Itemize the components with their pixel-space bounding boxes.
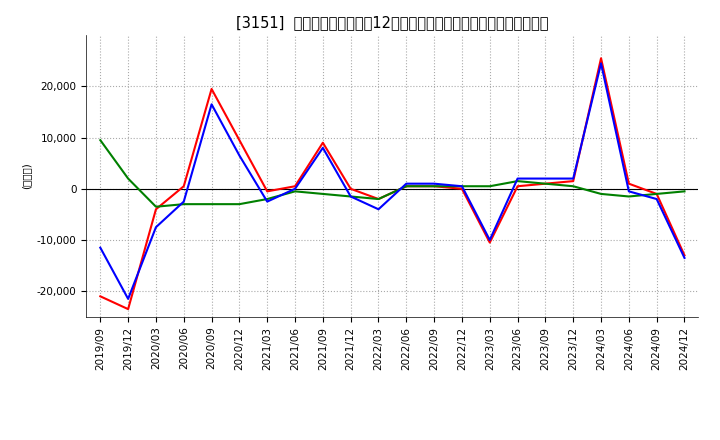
Legend: 営業CF, 投資CF, フリーCF: 営業CF, 投資CF, フリーCF bbox=[251, 434, 534, 440]
営業CF bbox=[263, 189, 271, 194]
投資CF bbox=[124, 176, 132, 181]
投資CF bbox=[291, 189, 300, 194]
フリーCF bbox=[318, 145, 327, 150]
営業CF bbox=[624, 181, 633, 186]
フリーCF bbox=[96, 245, 104, 250]
営業CF bbox=[235, 138, 243, 143]
フリーCF bbox=[624, 189, 633, 194]
Line: 営業CF: 営業CF bbox=[100, 58, 685, 309]
投資CF bbox=[235, 202, 243, 207]
フリーCF bbox=[513, 176, 522, 181]
投資CF bbox=[624, 194, 633, 199]
投資CF bbox=[207, 202, 216, 207]
営業CF bbox=[318, 140, 327, 145]
営業CF bbox=[569, 179, 577, 184]
営業CF bbox=[291, 183, 300, 189]
Title: [3151]  キャッシュフローの12か月移動合計の対前年同期増減額の推移: [3151] キャッシュフローの12か月移動合計の対前年同期増減額の推移 bbox=[236, 15, 549, 30]
営業CF bbox=[597, 55, 606, 61]
フリーCF bbox=[235, 153, 243, 158]
営業CF bbox=[652, 191, 661, 197]
投資CF bbox=[96, 138, 104, 143]
営業CF bbox=[513, 183, 522, 189]
フリーCF bbox=[263, 199, 271, 204]
フリーCF bbox=[207, 102, 216, 107]
投資CF bbox=[485, 183, 494, 189]
営業CF bbox=[458, 186, 467, 191]
フリーCF bbox=[374, 207, 383, 212]
投資CF bbox=[374, 196, 383, 202]
フリーCF bbox=[652, 196, 661, 202]
営業CF bbox=[179, 183, 188, 189]
フリーCF bbox=[485, 237, 494, 242]
営業CF bbox=[430, 183, 438, 189]
投資CF bbox=[458, 183, 467, 189]
投資CF bbox=[263, 196, 271, 202]
Line: 投資CF: 投資CF bbox=[100, 140, 685, 207]
フリーCF bbox=[291, 186, 300, 191]
フリーCF bbox=[458, 183, 467, 189]
フリーCF bbox=[402, 181, 410, 186]
営業CF bbox=[485, 240, 494, 245]
投資CF bbox=[318, 191, 327, 197]
投資CF bbox=[597, 191, 606, 197]
フリーCF bbox=[124, 296, 132, 301]
投資CF bbox=[346, 194, 355, 199]
営業CF bbox=[402, 183, 410, 189]
営業CF bbox=[207, 86, 216, 92]
投資CF bbox=[152, 204, 161, 209]
営業CF bbox=[680, 253, 689, 258]
フリーCF bbox=[179, 199, 188, 204]
フリーCF bbox=[680, 255, 689, 260]
営業CF bbox=[152, 207, 161, 212]
フリーCF bbox=[597, 61, 606, 66]
営業CF bbox=[96, 293, 104, 299]
フリーCF bbox=[346, 194, 355, 199]
投資CF bbox=[179, 202, 188, 207]
営業CF bbox=[374, 196, 383, 202]
Line: フリーCF: フリーCF bbox=[100, 63, 685, 299]
Y-axis label: (百万円): (百万円) bbox=[22, 163, 32, 189]
営業CF bbox=[346, 186, 355, 191]
フリーCF bbox=[152, 224, 161, 230]
投資CF bbox=[680, 189, 689, 194]
営業CF bbox=[541, 181, 550, 186]
投資CF bbox=[430, 183, 438, 189]
投資CF bbox=[541, 181, 550, 186]
営業CF bbox=[124, 307, 132, 312]
投資CF bbox=[513, 179, 522, 184]
フリーCF bbox=[541, 176, 550, 181]
投資CF bbox=[569, 183, 577, 189]
フリーCF bbox=[430, 181, 438, 186]
投資CF bbox=[402, 183, 410, 189]
投資CF bbox=[652, 191, 661, 197]
フリーCF bbox=[569, 176, 577, 181]
